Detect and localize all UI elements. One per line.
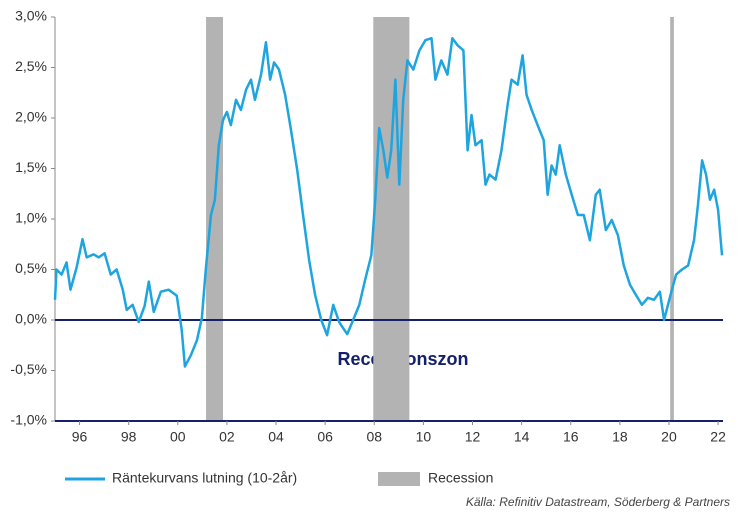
legend-label: Räntekurvans lutning (10-2år) — [112, 470, 297, 486]
y-tick-label: 1,0% — [15, 210, 47, 226]
recession-band — [206, 17, 223, 421]
y-tick-label: 0,5% — [15, 260, 47, 276]
y-tick-label: -0,5% — [10, 361, 47, 377]
y-tick-label: -1,0% — [10, 412, 47, 428]
x-tick-label: 96 — [72, 429, 88, 445]
x-tick-label: 06 — [317, 429, 333, 445]
x-tick-label: 04 — [268, 429, 284, 445]
x-tick-label: 08 — [366, 429, 382, 445]
legend-swatch — [378, 472, 420, 486]
recession-band — [670, 17, 674, 421]
x-tick-label: 12 — [465, 429, 481, 445]
y-tick-label: 3,0% — [15, 8, 47, 24]
y-tick-label: 2,5% — [15, 58, 47, 74]
x-tick-label: 20 — [661, 429, 677, 445]
x-tick-label: 98 — [121, 429, 137, 445]
data-line — [53, 36, 724, 368]
x-tick-label: 02 — [219, 429, 235, 445]
y-tick-label: 0,0% — [15, 311, 47, 327]
legend-label: Recession — [428, 470, 493, 486]
y-tick-label: 1,5% — [15, 159, 47, 175]
x-tick-label: 18 — [612, 429, 628, 445]
x-tick-label: 14 — [514, 429, 530, 445]
x-tick-label: 16 — [563, 429, 579, 445]
x-tick-label: 00 — [170, 429, 186, 445]
y-tick-label: 2,0% — [15, 109, 47, 125]
recession-band — [373, 17, 410, 421]
x-tick-label: 22 — [710, 429, 726, 445]
x-tick-label: 10 — [416, 429, 432, 445]
source: Källa: Refinitiv Datastream, Söderberg &… — [466, 495, 730, 509]
